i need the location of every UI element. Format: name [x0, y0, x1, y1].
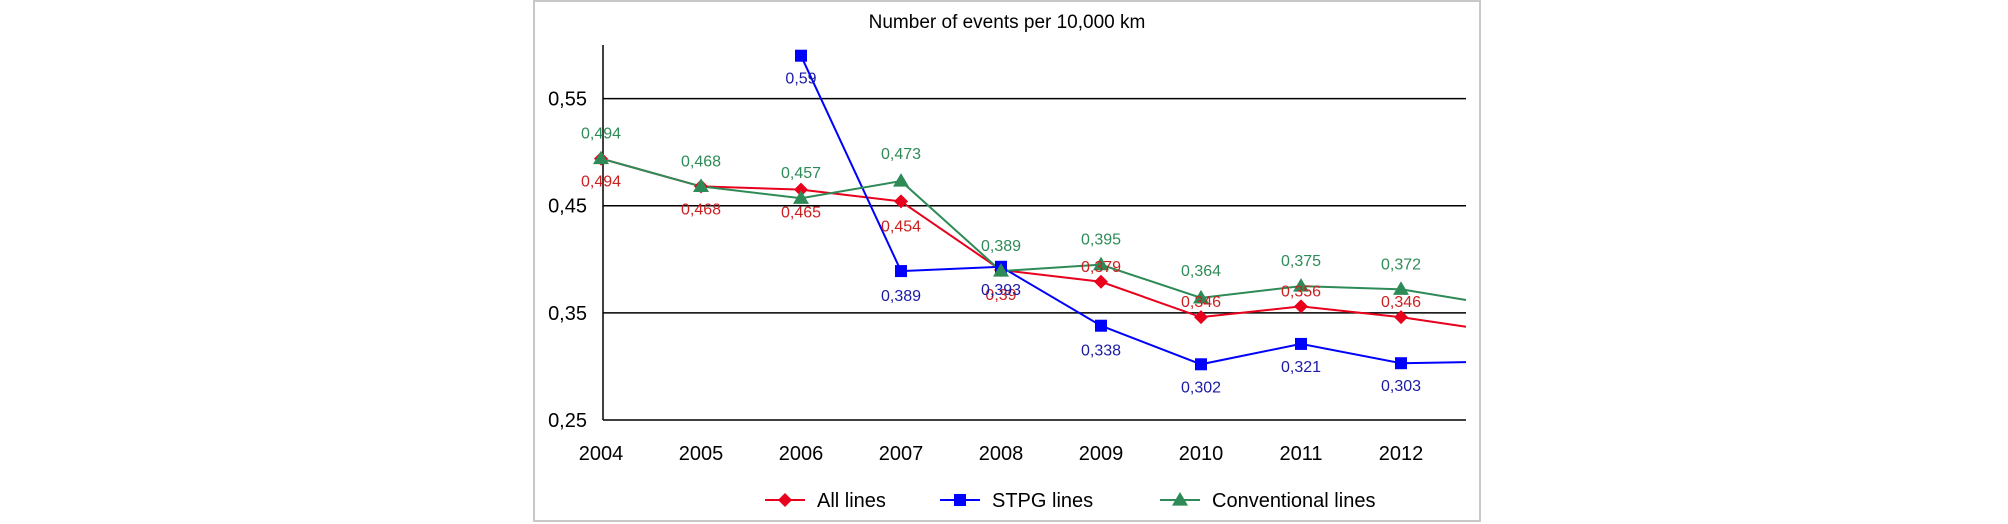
data-point — [1095, 319, 1107, 332]
data-point — [895, 265, 907, 278]
data-point — [794, 182, 808, 197]
data-point — [1395, 357, 1407, 370]
data-point — [1393, 281, 1409, 295]
data-point — [1294, 299, 1308, 314]
data-point — [795, 49, 807, 62]
data-label: 0,389 — [881, 288, 921, 305]
data-label: 0,321 — [1281, 359, 1321, 376]
x-tick-label: 2006 — [779, 443, 824, 465]
data-point — [593, 150, 609, 165]
x-tick-label: 2007 — [879, 443, 924, 465]
data-point — [1193, 289, 1209, 304]
data-label: 0,364 — [1181, 263, 1221, 280]
data-label: 0,338 — [1081, 343, 1121, 360]
x-tick-label: 2012 — [1379, 443, 1424, 465]
data-point — [1195, 358, 1207, 371]
data-label: 0,59 — [785, 71, 816, 88]
data-label: 0,356 — [1281, 283, 1321, 300]
data-label: 0,375 — [1281, 253, 1321, 270]
data-label: 0,395 — [1081, 232, 1121, 249]
data-label: 0,454 — [881, 218, 921, 235]
data-label: 0,39 — [985, 287, 1016, 304]
legend-marker — [778, 493, 792, 507]
data-point — [894, 194, 908, 209]
data-label: 0,389 — [981, 238, 1021, 255]
x-tick-label: 2008 — [979, 443, 1024, 465]
x-tick-label: 2011 — [1279, 443, 1322, 465]
x-tick-label: 2004 — [579, 443, 624, 465]
data-point — [1293, 278, 1309, 292]
data-label: 0,457 — [781, 165, 821, 182]
data-point — [1295, 337, 1307, 350]
legend-label: Conventional lines — [1212, 490, 1375, 512]
data-label: 0,302 — [1181, 379, 1221, 396]
data-point — [1093, 256, 1109, 271]
data-point — [993, 263, 1009, 277]
data-label: 0,393 — [981, 282, 1021, 299]
x-tick-label: 2009 — [1079, 443, 1124, 465]
series-line-2 — [600, 157, 1467, 301]
data-label: 0,468 — [681, 201, 721, 218]
data-point — [893, 173, 909, 187]
x-tick-label: 2010 — [1179, 443, 1224, 465]
data-point — [1394, 310, 1408, 325]
data-point — [1094, 274, 1108, 289]
x-tick-label: 2005 — [679, 443, 724, 465]
data-label: 0,494 — [581, 126, 621, 143]
legend-marker — [954, 494, 966, 506]
y-tick-label: 0,25 — [548, 410, 587, 432]
data-point — [1194, 310, 1208, 325]
series-line-1 — [800, 55, 1467, 366]
series-line-0 — [600, 157, 1467, 328]
legend-marker — [1172, 492, 1188, 506]
data-label: 0,473 — [881, 146, 921, 163]
data-label: 0,346 — [1381, 294, 1421, 311]
y-tick-label: 0,55 — [548, 89, 587, 111]
data-point — [693, 178, 709, 193]
data-label: 0,494 — [581, 174, 621, 191]
data-label: 0,372 — [1381, 256, 1421, 273]
y-tick-label: 0,35 — [548, 303, 587, 325]
data-label: 0,468 — [681, 153, 721, 170]
data-label: 0,346 — [1181, 294, 1221, 311]
legend-label: STPG lines — [992, 490, 1093, 512]
chart-title: Number of events per 10,000 km — [869, 12, 1146, 33]
data-label: 0,465 — [781, 205, 821, 222]
data-point — [793, 190, 809, 204]
data-label: 0,303 — [1381, 378, 1421, 395]
data-label: 0,379 — [1081, 259, 1121, 276]
legend-label: All lines — [817, 490, 886, 512]
y-tick-label: 0,45 — [548, 196, 587, 218]
